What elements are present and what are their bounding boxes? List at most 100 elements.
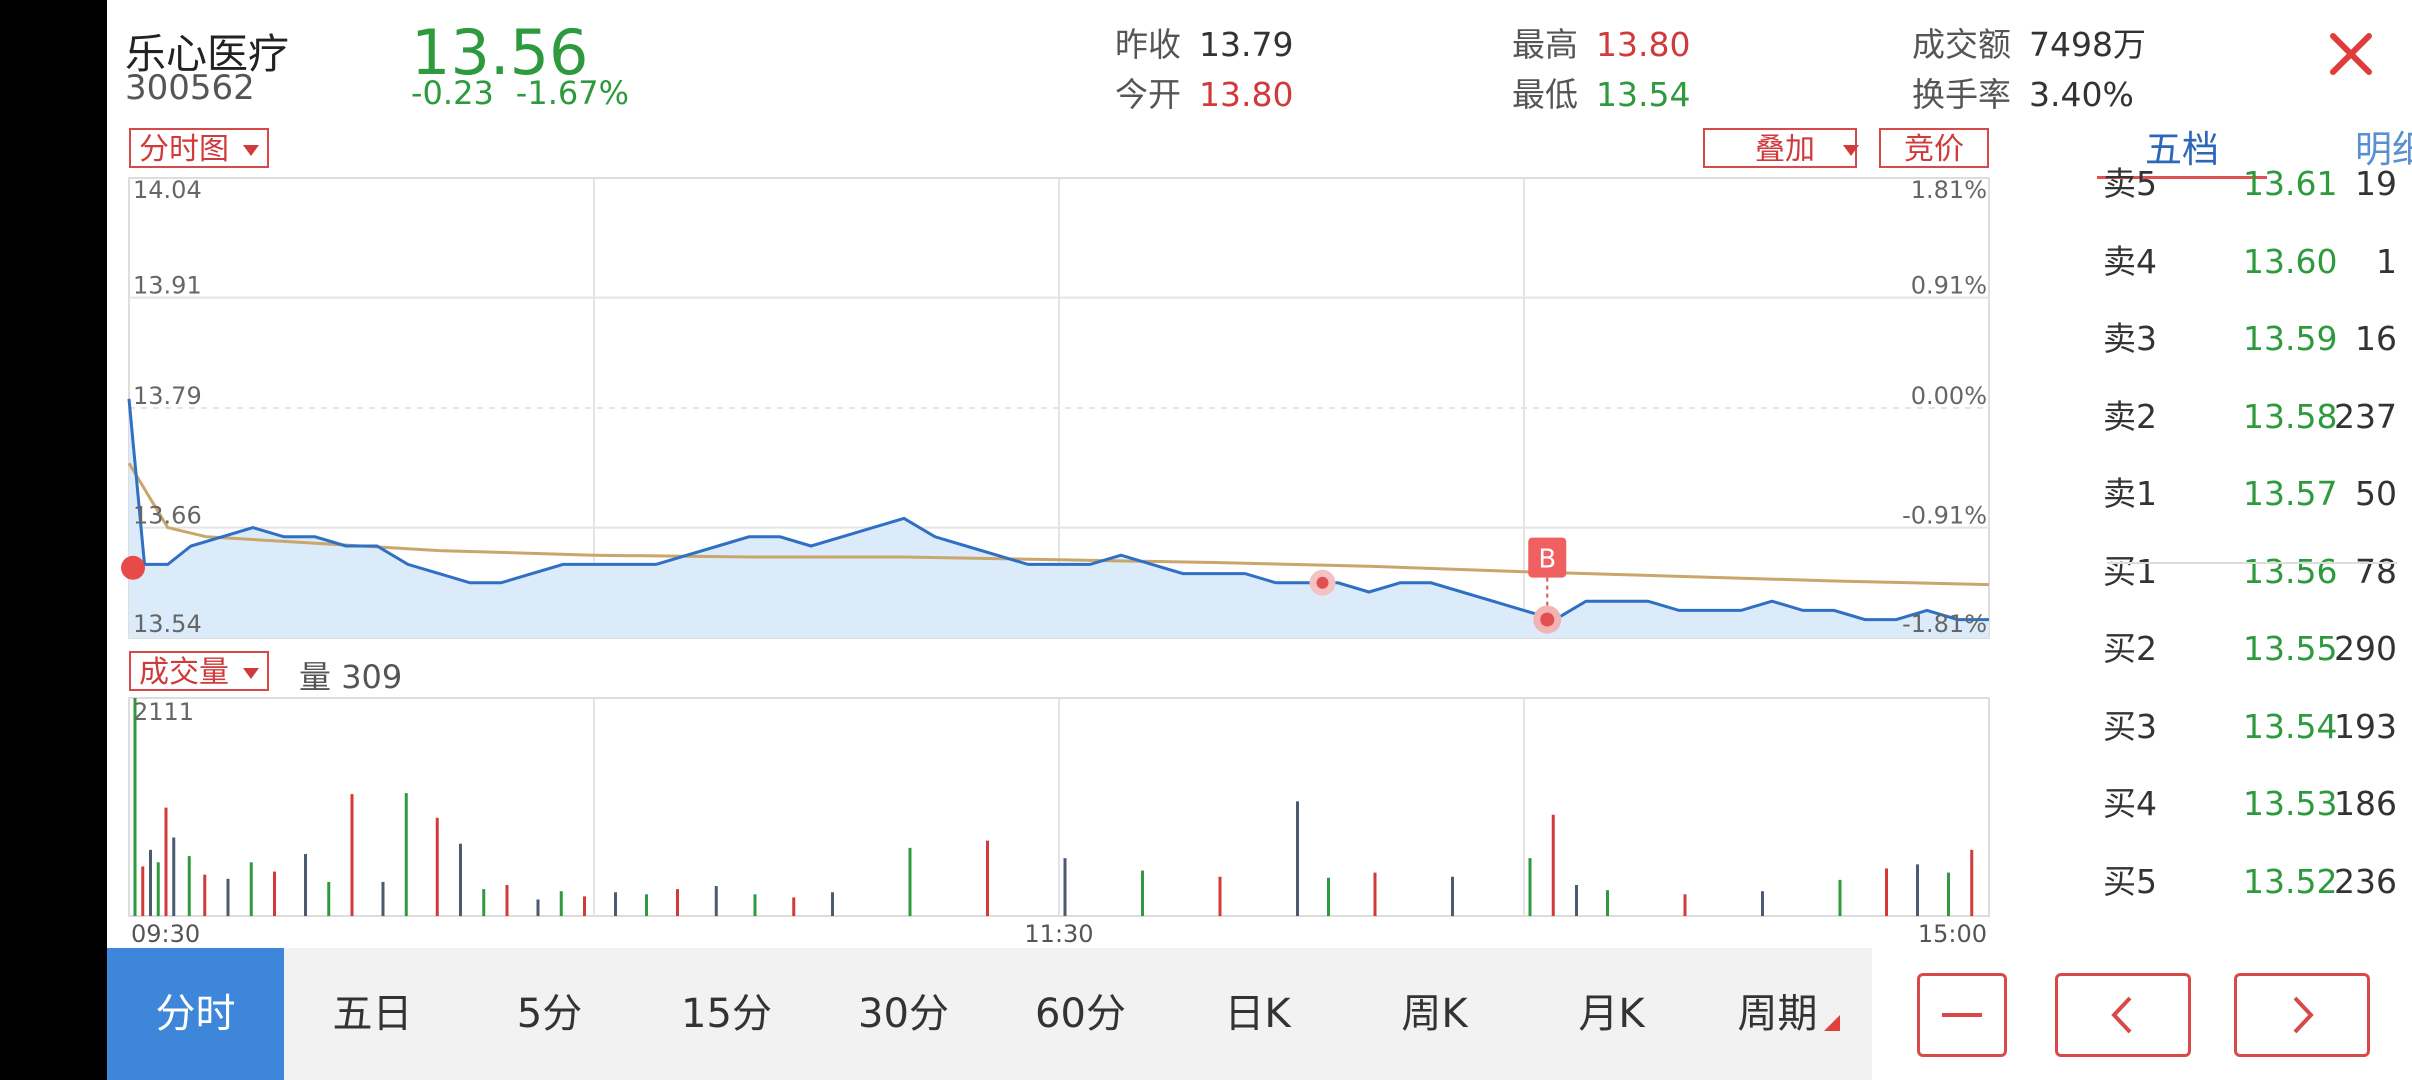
- volume-selector-label: 成交量: [139, 655, 229, 690]
- ask-level-row[interactable]: 卖2 13.58 237: [2097, 387, 2397, 447]
- level-label: 买2: [2103, 629, 2157, 668]
- stat-open: 今开 13.80: [1115, 68, 1293, 116]
- percent-tick-label: 0.91%: [1911, 272, 1987, 300]
- tab-five-levels[interactable]: 五档: [2097, 124, 2267, 179]
- period-tab[interactable]: 日K: [1169, 948, 1346, 1080]
- overlay-selector[interactable]: 叠加: [1703, 128, 1859, 168]
- level-price: 13.57: [2243, 474, 2338, 513]
- charts-canvas[interactable]: 14.04 1.81% 13.91 0.91% 13.79 0.00% 13.66 -0.91…: [107, 0, 2007, 948]
- bid-level-row[interactable]: 买3 13.54 193: [2097, 697, 2397, 757]
- start-dot-marker: [121, 555, 145, 580]
- dropdown-arrow-icon: [243, 145, 259, 156]
- level-volume: 1: [2376, 241, 2397, 281]
- percent-tick-label: 1.81%: [1911, 176, 1987, 204]
- stat-low: 最低 13.54: [1512, 68, 1690, 116]
- bid-level-row[interactable]: 买4 13.53 186: [2097, 774, 2397, 834]
- volume-readout-label: 量: [299, 658, 332, 696]
- price-line: [127, 398, 1989, 622]
- close-button[interactable]: [2323, 26, 2379, 82]
- period-tab-label: 5分: [516, 991, 583, 1037]
- time-tick-label: 09:30: [131, 920, 200, 948]
- stat-value: 13.79: [1199, 25, 1294, 64]
- period-bar: 分时 五日 5分 15分 30分 60分 日K 周K 月K 周期: [107, 948, 1872, 1080]
- period-tab[interactable]: 分时: [107, 948, 284, 1080]
- ask-level-row[interactable]: 卖3 13.59 16: [2097, 309, 2397, 369]
- level-volume: 50: [2355, 474, 2397, 513]
- level-label: 卖4: [2103, 241, 2157, 281]
- tab-details[interactable]: 明细: [2355, 128, 2412, 171]
- chart-type-selector[interactable]: 分时图: [129, 128, 269, 168]
- ask-level-row[interactable]: 卖1 13.57 50: [2097, 464, 2397, 524]
- stock-code: 300562: [125, 68, 255, 108]
- period-tab[interactable]: 60分: [992, 948, 1169, 1080]
- time-tick-label: 15:00: [1918, 920, 1987, 948]
- bid-level-row[interactable]: 买2 13.55 290: [2097, 619, 2397, 679]
- level-volume: 78: [2355, 551, 2397, 591]
- volume-readout-value: 309: [341, 658, 403, 696]
- ask-level-row[interactable]: 卖4 13.60 1: [2097, 232, 2397, 292]
- period-tab[interactable]: 30分: [815, 948, 992, 1080]
- level-volume: 186: [2334, 784, 2397, 823]
- stat-value: 13.80: [1199, 75, 1294, 114]
- period-tab-label: 周K: [1401, 991, 1468, 1037]
- level-label: 卖3: [2103, 319, 2157, 358]
- ask-level-row[interactable]: 卖5 13.61 19: [2097, 154, 2397, 214]
- period-tab-label: 月K: [1578, 991, 1645, 1037]
- level-volume: 16: [2355, 319, 2397, 358]
- period-tab[interactable]: 周期: [1700, 948, 1877, 1080]
- overlay-label: 叠加: [1755, 132, 1815, 167]
- price-tick-label: 13.66: [133, 502, 202, 530]
- period-tab[interactable]: 五日: [284, 948, 461, 1080]
- period-tab[interactable]: 15分: [638, 948, 815, 1080]
- level-label: 买3: [2103, 706, 2157, 746]
- bid-level-row[interactable]: 买5 13.52 236: [2097, 852, 2397, 912]
- minus-icon: [1942, 1013, 1982, 1017]
- period-tab-label: 五日: [332, 991, 413, 1037]
- change-percent: -1.67%: [515, 74, 629, 112]
- level-label: 卖1: [2103, 474, 2157, 513]
- level-volume: 193: [2334, 706, 2397, 746]
- auction-label: 竞价: [1904, 132, 1964, 167]
- more-corner-icon: [1823, 1015, 1840, 1031]
- level-volume: 237: [2334, 396, 2397, 436]
- price-tick-label: 13.54: [133, 610, 202, 638]
- percent-tick-label: -1.81%: [1902, 610, 1987, 638]
- volume-readout: 量 309: [299, 652, 402, 698]
- next-button[interactable]: [2234, 973, 2370, 1057]
- level-price: 13.56: [2243, 551, 2338, 591]
- price-tick-label: 13.79: [133, 382, 202, 410]
- percent-tick-label: 0.00%: [1911, 382, 1987, 410]
- stat-value: 3.40%: [2029, 75, 2134, 114]
- buy-signal-dot: [1540, 612, 1555, 627]
- period-tab-label: 分时: [155, 991, 236, 1037]
- signal-dot: [1316, 576, 1329, 589]
- zoom-out-button[interactable]: [1917, 973, 2007, 1057]
- stat-prev-close: 昨收 13.79: [1115, 18, 1293, 66]
- buy-signal-label: B: [1538, 545, 1556, 575]
- stat-label: 昨收: [1115, 25, 1181, 64]
- app: 乐心医疗 300562 13.56 -0.23 -1.67% 昨收 13.79 今开…: [107, 0, 2412, 1080]
- chevron-right-icon: [2293, 996, 2314, 1034]
- auction-button[interactable]: 竞价: [1879, 128, 1989, 168]
- period-tab-label: 周期: [1737, 991, 1818, 1037]
- dropdown-arrow-icon: [1843, 145, 1859, 156]
- bid-level-row[interactable]: 买1 13.56 78: [2097, 542, 2397, 602]
- volume-selector[interactable]: 成交量: [129, 651, 269, 691]
- period-tab[interactable]: 周K: [1346, 948, 1523, 1080]
- chart-type-label: 分时图: [139, 132, 229, 167]
- price-tick-label: 13.91: [133, 272, 202, 300]
- average-price-line: [127, 462, 1990, 587]
- level-label: 买5: [2103, 861, 2157, 901]
- period-tab-label: 15分: [681, 991, 772, 1037]
- stat-value: 13.54: [1596, 75, 1691, 114]
- stat-turnover-rate: 换手率 3.40%: [1912, 68, 2134, 116]
- level-price: 13.55: [2243, 629, 2338, 668]
- previous-button[interactable]: [2055, 973, 2191, 1057]
- period-tab-label: 日K: [1224, 991, 1291, 1037]
- period-tab[interactable]: 5分: [461, 948, 638, 1080]
- change-value: -0.23: [411, 74, 494, 112]
- level-volume: 19: [2355, 164, 2397, 203]
- period-tab-label: 30分: [858, 991, 949, 1037]
- period-tab[interactable]: 月K: [1523, 948, 1700, 1080]
- level-volume: 236: [2334, 861, 2397, 901]
